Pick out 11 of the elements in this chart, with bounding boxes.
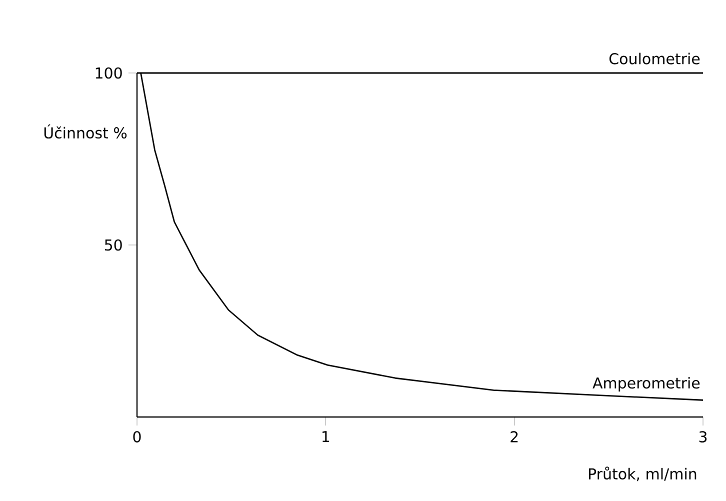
x-tick-label: 2: [510, 431, 518, 442]
x-tick-label: 3: [699, 431, 707, 442]
x-tick-label: 0: [133, 431, 141, 442]
y-tick-label: 50: [104, 239, 122, 251]
y-tick-label: 100: [96, 67, 122, 79]
series-label: Coulometrie: [609, 52, 700, 64]
x-axis-title: Průtok, ml/min: [589, 466, 696, 482]
x-tick-label: 1: [322, 431, 330, 442]
y-axis-title: Účinnost %: [44, 124, 127, 139]
series-label: Amperometrie: [592, 377, 700, 392]
line-series: [140, 72, 704, 401]
